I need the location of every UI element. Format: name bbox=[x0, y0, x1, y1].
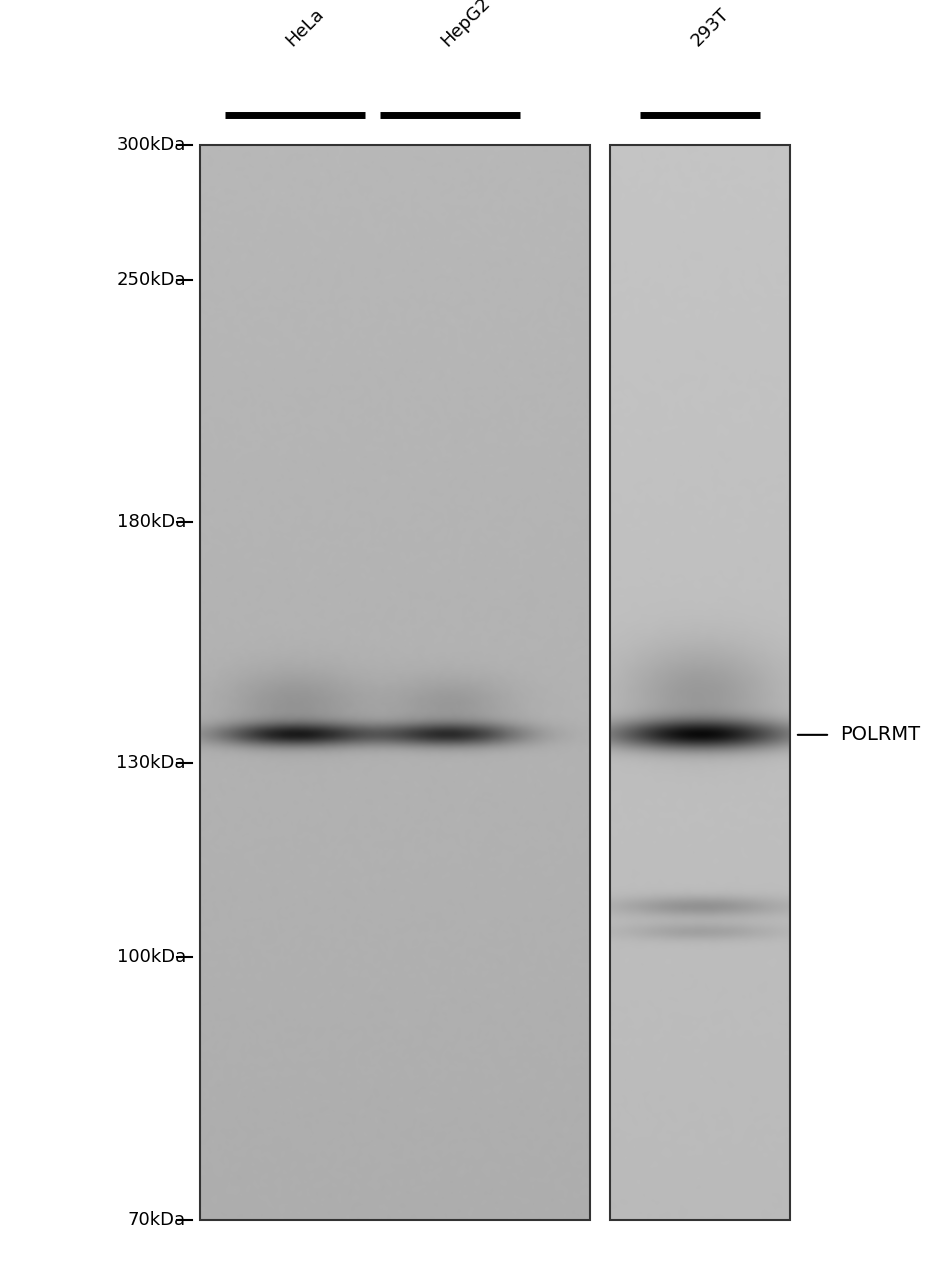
Text: 130kDa: 130kDa bbox=[116, 754, 186, 772]
Text: 250kDa: 250kDa bbox=[116, 270, 186, 289]
Bar bbox=[200, 145, 589, 1220]
Text: POLRMT: POLRMT bbox=[839, 726, 919, 745]
Text: 300kDa: 300kDa bbox=[117, 136, 186, 154]
Bar bbox=[610, 145, 789, 1220]
Text: HepG2: HepG2 bbox=[437, 0, 493, 50]
Text: HeLa: HeLa bbox=[282, 5, 327, 50]
Text: 180kDa: 180kDa bbox=[117, 513, 186, 531]
Text: 293T: 293T bbox=[687, 5, 731, 50]
Text: 70kDa: 70kDa bbox=[128, 1211, 186, 1229]
Text: 100kDa: 100kDa bbox=[117, 947, 186, 965]
